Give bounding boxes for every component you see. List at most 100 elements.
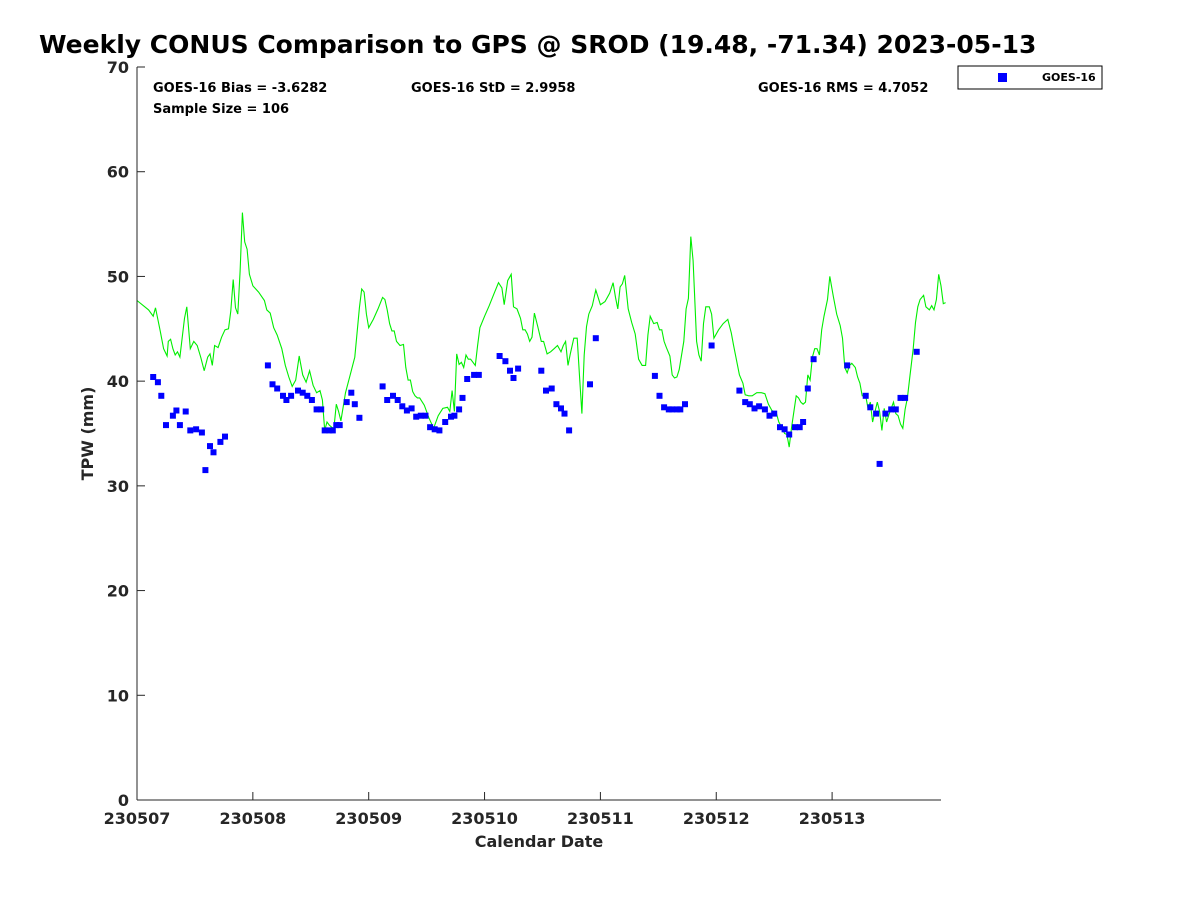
x-tick-label: 230510 (451, 809, 518, 828)
goes16-point (543, 387, 549, 394)
goes16-point (736, 387, 743, 394)
goes16-point (217, 438, 224, 445)
goes16-point (558, 405, 564, 412)
goes16-point (210, 449, 217, 456)
goes16-point (150, 374, 157, 380)
goes16-point (351, 401, 358, 408)
goes16-point (553, 401, 560, 408)
goes16-point (756, 403, 763, 410)
points-layer (150, 335, 920, 474)
goes16-point (475, 371, 482, 378)
goes16-point (587, 381, 593, 388)
goes16-point (651, 372, 658, 379)
axes: 0 10 20 30 40 50 60 70 230507 230508 230509 230510 2… (104, 58, 941, 828)
goes16-point (682, 401, 688, 408)
goes16-point (390, 392, 396, 399)
goes16-point (154, 379, 161, 386)
goes16-point (742, 399, 749, 406)
goes16-point (163, 422, 169, 429)
goes16-point (566, 427, 573, 434)
goes16-point (176, 422, 183, 429)
goes16-point (751, 405, 758, 412)
goes16-point (422, 412, 429, 419)
goes16-point (158, 392, 165, 399)
goes16-point (280, 392, 286, 399)
goes16-point (169, 412, 176, 419)
goes16-point (318, 406, 325, 413)
goes16-point (548, 385, 555, 392)
goes16-point (804, 385, 811, 392)
goes16-point (173, 407, 180, 414)
legend: GOES-16 (957, 65, 1103, 90)
goes16-point (786, 431, 793, 438)
goes16-point (343, 399, 350, 406)
x-tick-label: 230509 (335, 809, 402, 828)
goes16-point (665, 406, 672, 413)
rms-stat: GOES-16 RMS = 4.7052 (758, 81, 928, 96)
y-tick-label: 0 (118, 791, 129, 810)
plot-area (137, 67, 941, 800)
goes16-point (876, 460, 883, 467)
goes16-point (333, 422, 340, 429)
goes16-point (661, 404, 668, 411)
goes16-point (427, 424, 434, 431)
goes16-point (796, 424, 803, 431)
goes16-point (771, 410, 778, 417)
goes16-point (913, 348, 920, 355)
x-tick-label: 230513 (799, 809, 866, 828)
goes16-point (182, 408, 189, 415)
goes16-point (187, 427, 194, 434)
y-tick-label: 20 (107, 582, 129, 601)
goes16-point (459, 394, 466, 401)
goes16-point (766, 412, 773, 419)
goes16-point (384, 397, 391, 403)
y-axis-label: TPW (mm) (78, 387, 97, 481)
x-tick-label: 230511 (567, 809, 634, 828)
goes16-point (561, 410, 568, 417)
goes16-point (515, 365, 522, 372)
y-tick-label: 10 (107, 686, 129, 705)
goes16-point (777, 424, 783, 431)
goes16-point (448, 413, 454, 420)
goes16-point (295, 387, 301, 394)
goes16-point (436, 427, 443, 434)
bias-stat: GOES-16 Bias = -3.6282 (153, 81, 327, 96)
goes16-point (313, 406, 320, 413)
goes16-point (471, 371, 478, 378)
goes16-point (746, 401, 753, 408)
goes16-point (403, 407, 410, 414)
legend-marker-goes16 (998, 73, 1007, 82)
goes16-point (394, 397, 401, 403)
goes16-point (882, 410, 889, 417)
goes16-point (892, 406, 899, 413)
goes16-point (673, 406, 680, 413)
goes16-point (781, 426, 788, 433)
y-tick-label: 40 (107, 372, 129, 391)
goes16-point (198, 429, 205, 436)
goes16-point (844, 362, 851, 369)
sample-size-stat: Sample Size = 106 (153, 102, 289, 117)
goes16-point (810, 356, 817, 363)
goes16-point (451, 412, 458, 419)
goes16-point (207, 443, 213, 450)
x-tick-label: 230507 (104, 809, 171, 828)
x-axis-label: Calendar Date (475, 832, 604, 851)
x-tick-label: 230508 (219, 809, 286, 828)
y-tick-label: 60 (107, 163, 129, 182)
goes16-point (669, 406, 676, 413)
goes16-point (456, 406, 463, 413)
goes16-point (413, 413, 420, 420)
goes16-point (222, 433, 228, 440)
goes16-point (873, 410, 880, 417)
goes16-point (677, 406, 684, 413)
goes16-point (417, 412, 424, 419)
goes16-point (510, 375, 517, 381)
goes16-point (193, 426, 200, 433)
goes16-point (592, 335, 599, 342)
goes16-point (288, 392, 295, 399)
goes16-point (502, 358, 509, 365)
y-tick-label: 30 (107, 477, 129, 496)
line-layer (136, 212, 946, 448)
std-stat: GOES-16 StD = 2.9958 (411, 81, 575, 96)
goes16-point (304, 392, 311, 399)
